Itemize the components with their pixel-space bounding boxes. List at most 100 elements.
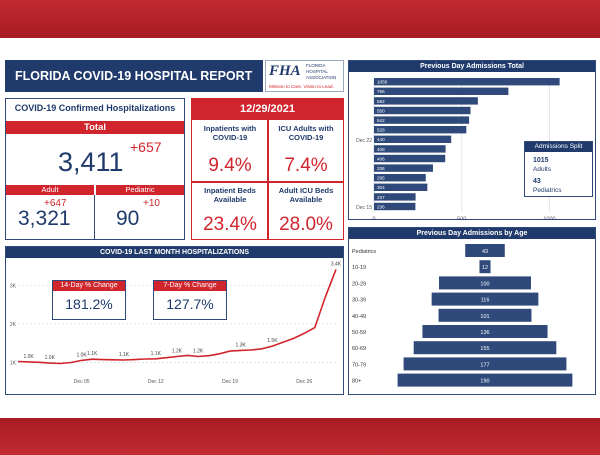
inpatients-value: 9.4% bbox=[208, 155, 252, 176]
bottom-banner bbox=[0, 418, 600, 455]
category-label: 50-59 bbox=[352, 330, 366, 336]
bar bbox=[374, 174, 426, 182]
annotation-7day-value: 127.7% bbox=[166, 296, 214, 312]
point-label: 1.1K bbox=[119, 352, 130, 358]
point-label: 1.1K bbox=[87, 351, 98, 357]
rates-date: 12/29/2021 bbox=[192, 99, 343, 120]
admissions-age-title: Previous Day Admissions by Age bbox=[349, 228, 595, 239]
rates-panel: 12/29/2021 Inpatients with COVID-19 9.4%… bbox=[191, 98, 344, 240]
beds-value: 23.4% bbox=[203, 214, 257, 235]
data-label: 155 bbox=[480, 346, 489, 352]
title-bg bbox=[5, 60, 263, 92]
confirmed-panel: COVID-19 Confirmed Hospitalizations Tota… bbox=[5, 98, 185, 240]
data-label: 116 bbox=[481, 298, 490, 304]
x-tick-label: Dec 19 bbox=[222, 379, 238, 385]
pediatric-value: 90 bbox=[116, 207, 140, 230]
pediatric-change: +10 bbox=[143, 198, 160, 209]
bar bbox=[374, 78, 560, 86]
fha-logo: FHA FLORIDA HOSPITAL ASSOCIATION Mission… bbox=[265, 60, 344, 92]
logo-tagline: Mission to Care. Vision to Lead. bbox=[269, 84, 334, 89]
point-label: 1.2K bbox=[172, 349, 183, 355]
y-tick-label: 3K bbox=[10, 283, 17, 289]
line-chart-title: COVID-19 LAST MONTH HOSPITALIZATIONS bbox=[6, 247, 343, 258]
data-label: 100 bbox=[480, 281, 489, 287]
split-title: Admissions Split bbox=[525, 142, 592, 152]
icu-value: 7.4% bbox=[284, 155, 328, 176]
annotation-14day-value: 181.2% bbox=[65, 296, 113, 312]
icu-beds-value: 28.0% bbox=[279, 214, 333, 235]
bar bbox=[397, 373, 573, 387]
adult-change: +647 bbox=[44, 198, 67, 209]
bar bbox=[374, 116, 470, 124]
point-label: 1.0K bbox=[45, 355, 56, 361]
data-label: 136 bbox=[480, 330, 489, 336]
annotation-7day: 7-Day % Change 127.7% bbox=[153, 280, 227, 320]
beds-label: Inpatient Beds Available bbox=[204, 186, 256, 204]
bar bbox=[374, 193, 416, 201]
bar bbox=[374, 87, 509, 95]
inpatients-label: Inpatients with COVID-19 bbox=[203, 124, 257, 142]
bar bbox=[374, 183, 428, 191]
point-label: 1.0K bbox=[23, 354, 34, 360]
split-pediatrics-value: 43 bbox=[533, 178, 541, 185]
data-label: 550 bbox=[377, 108, 385, 113]
data-label: 101 bbox=[480, 314, 489, 320]
data-label: 1058 bbox=[377, 80, 388, 85]
icu-beds-label: Adult ICU Beds Available bbox=[278, 186, 334, 204]
rates-hdivider bbox=[192, 181, 343, 183]
adult-header: Adult bbox=[6, 185, 94, 195]
confirmed-title: COVID-19 Confirmed Hospitalizations bbox=[14, 103, 176, 113]
adult-value: 3,321 bbox=[18, 207, 71, 230]
split-pediatrics-label: Pediatrics bbox=[533, 187, 562, 194]
admissions-age-panel: Previous Day Admissions by Age 43 Pediatr… bbox=[348, 227, 596, 395]
data-label: 295 bbox=[377, 176, 385, 181]
report-title: FLORIDA COVID-19 HOSPITAL REPORT bbox=[15, 69, 253, 83]
bar bbox=[374, 154, 446, 163]
bar bbox=[374, 126, 467, 134]
icu-label: ICU Adults with COVID-19 bbox=[278, 124, 334, 142]
data-label: 406 bbox=[377, 156, 385, 161]
bar bbox=[374, 135, 452, 143]
x-tick-label: Dec 12 bbox=[148, 379, 164, 385]
bar bbox=[374, 202, 416, 211]
x-tick-label: 0 bbox=[372, 216, 375, 219]
category-label: 60-69 bbox=[352, 346, 366, 352]
title-bar: FLORIDA COVID-19 HOSPITAL REPORT FHA FLO… bbox=[5, 60, 344, 92]
data-label: 526 bbox=[377, 128, 385, 133]
bar bbox=[374, 97, 478, 105]
category-label: 40-49 bbox=[352, 314, 366, 320]
y-tick-label: 2K bbox=[10, 322, 17, 328]
logo-name-3: ASSOCIATION bbox=[306, 75, 337, 80]
data-label: 190 bbox=[480, 379, 489, 385]
data-label: 177 bbox=[480, 362, 489, 368]
data-label: 336 bbox=[377, 166, 385, 171]
data-label: 304 bbox=[377, 185, 385, 190]
annotation-7day-label: 7-Day % Change bbox=[154, 281, 226, 291]
admissions-total-title: Previous Day Admissions Total bbox=[349, 61, 595, 72]
annotation-14day: 14-Day % Change 181.2% bbox=[52, 280, 126, 320]
total-header: Total bbox=[6, 121, 184, 134]
category-label: 70-79 bbox=[352, 362, 366, 368]
pediatric-header: Pediatric bbox=[96, 185, 184, 195]
data-label: 237 bbox=[377, 195, 385, 200]
rates-vdivider bbox=[267, 120, 269, 239]
point-label: 1.5K bbox=[267, 338, 278, 344]
admissions-total-panel: Previous Day Admissions Total 0 500 1000 10… bbox=[348, 60, 596, 220]
point-label: 1.0K bbox=[76, 352, 87, 358]
x-tick-label: Dec 05 bbox=[74, 379, 90, 385]
data-label: 12 bbox=[482, 265, 488, 271]
bar bbox=[403, 357, 567, 371]
point-label: 1.2K bbox=[193, 349, 204, 355]
y-tick-label: 1K bbox=[10, 360, 17, 366]
logo-letters: FHA bbox=[269, 63, 301, 79]
bar bbox=[431, 292, 539, 306]
annotation-14day-label: 14-Day % Change bbox=[53, 281, 125, 291]
data-label: 43 bbox=[482, 249, 488, 255]
bar bbox=[438, 308, 532, 322]
split-adults-value: 1015 bbox=[533, 157, 549, 164]
bar bbox=[413, 341, 557, 355]
category-label: 20-29 bbox=[352, 281, 366, 287]
data-label: 408 bbox=[377, 147, 385, 152]
data-label: 592 bbox=[377, 99, 385, 104]
